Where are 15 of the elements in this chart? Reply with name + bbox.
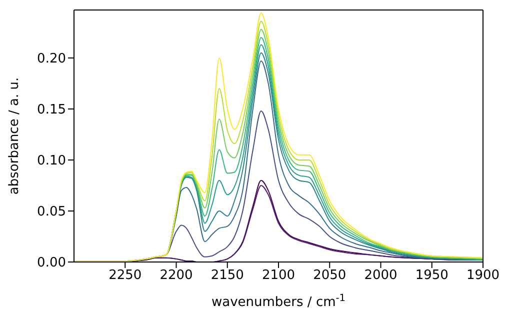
x-tick-label: 2150 [210, 268, 244, 284]
x-tick-label: 2200 [160, 268, 193, 284]
y-tick-label: 0.15 [37, 102, 66, 118]
x-axis-title: wavenumbers / cm$^{-1}$ [212, 292, 346, 310]
y-tick-label: 0.10 [37, 154, 66, 169]
y-axis-title: absorbance / a. u. [7, 77, 22, 195]
x-tick-label: 1950 [415, 268, 448, 284]
x-tick-label: 2100 [262, 268, 296, 284]
y-tick-label: 0.20 [37, 52, 66, 67]
x-tick-label: 2000 [364, 268, 398, 284]
x-tick-label: 2050 [313, 268, 346, 284]
y-tick-label: 0.00 [37, 256, 66, 271]
y-tick-label: 0.05 [37, 204, 66, 220]
x-tick-label: 1900 [466, 268, 500, 284]
x-tick-label: 2250 [108, 268, 142, 284]
